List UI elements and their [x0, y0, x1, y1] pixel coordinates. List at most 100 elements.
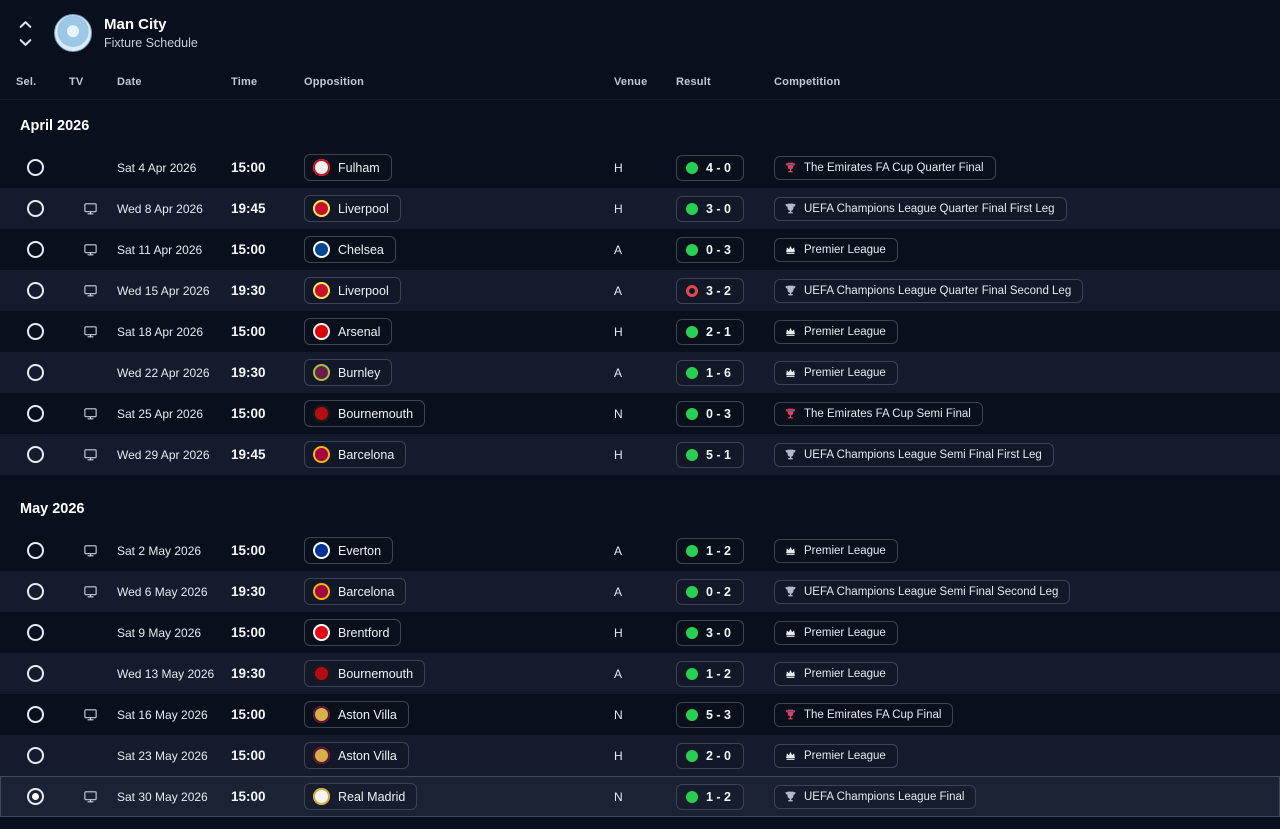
result-button[interactable]: 0 - 3 [676, 236, 745, 263]
fixture-row[interactable]: Sat 25 Apr 2026 15:00 Bournemouth N 0 - … [0, 393, 1280, 434]
opposition-button[interactable]: Liverpool [304, 195, 401, 222]
result-button[interactable]: 1 - 2 [676, 537, 745, 564]
fixture-row[interactable]: Sat 23 May 2026 15:00 Aston Villa H 2 - … [0, 735, 1280, 776]
opposition-button[interactable]: Chelsea [304, 236, 396, 263]
opposition-button[interactable]: Fulham [304, 154, 392, 181]
competition-button[interactable]: Premier League [774, 360, 898, 385]
fixture-row[interactable]: Wed 13 May 2026 19:30 Bournemouth A 1 - … [0, 653, 1280, 694]
result-score: 4 - 0 [706, 160, 732, 175]
opposition-button[interactable]: Arsenal [304, 318, 393, 345]
competition-name: Premier League [804, 626, 886, 639]
opposition-button[interactable]: Aston Villa [304, 742, 409, 769]
fixture-date: Wed 15 Apr 2026 [117, 283, 210, 298]
select-radio[interactable] [27, 665, 44, 682]
select-radio[interactable] [27, 241, 44, 258]
fixture-row[interactable]: Sat 4 Apr 2026 15:00 Fulham H 4 - 0 The … [0, 147, 1280, 188]
competition-button[interactable]: UEFA Champions League Semi Final Second … [774, 579, 1071, 604]
competition-button[interactable]: The Emirates FA Cup Final [774, 702, 954, 727]
competition-button[interactable]: Premier League [774, 743, 898, 768]
result-button[interactable]: 2 - 1 [676, 318, 745, 345]
result-button[interactable]: 1 - 2 [676, 783, 745, 810]
result-button[interactable]: 5 - 1 [676, 441, 745, 468]
result-dot [686, 202, 698, 215]
result-button[interactable]: 5 - 3 [676, 701, 745, 728]
result-dot [686, 325, 698, 338]
team-badge-icon [313, 405, 330, 422]
select-radio[interactable] [27, 200, 44, 217]
select-radio[interactable] [27, 159, 44, 176]
fixture-date: Sat 30 May 2026 [117, 789, 208, 804]
competition-name: The Emirates FA Cup Semi Final [804, 407, 971, 420]
team-badge-icon [313, 706, 330, 723]
fixture-row[interactable]: Wed 29 Apr 2026 19:45 Barcelona H 5 - 1 … [0, 434, 1280, 475]
select-radio[interactable] [27, 405, 44, 422]
select-radio[interactable] [27, 364, 44, 381]
fixture-time: 19:45 [231, 201, 266, 216]
competition-button[interactable]: Premier League [774, 237, 898, 262]
competition-button[interactable]: UEFA Champions League Quarter Final Seco… [774, 278, 1084, 303]
champions-league-icon [783, 202, 797, 216]
fixture-row[interactable]: Wed 22 Apr 2026 19:30 Burnley A 1 - 6 Pr… [0, 352, 1280, 393]
chevron-up-icon[interactable] [18, 19, 32, 29]
opposition-button[interactable]: Everton [304, 537, 394, 564]
competition-button[interactable]: UEFA Champions League Final [774, 784, 977, 809]
fixture-row[interactable]: Sat 16 May 2026 15:00 Aston Villa N 5 - … [0, 694, 1280, 735]
select-radio[interactable] [27, 706, 44, 723]
chevron-down-icon[interactable] [18, 37, 32, 47]
select-radio[interactable] [27, 323, 44, 340]
result-button[interactable]: 1 - 2 [676, 660, 745, 687]
select-radio[interactable] [27, 624, 44, 641]
competition-button[interactable]: Premier League [774, 538, 898, 563]
competition-name: The Emirates FA Cup Final [804, 708, 942, 721]
result-dot [686, 790, 698, 803]
competition-button[interactable]: Premier League [774, 319, 898, 344]
result-dot [686, 366, 698, 379]
opposition-button[interactable]: Burnley [304, 359, 393, 386]
result-button[interactable]: 4 - 0 [676, 154, 745, 181]
result-button[interactable]: 3 - 2 [676, 277, 745, 304]
competition-button[interactable]: UEFA Champions League Semi Final First L… [774, 442, 1054, 467]
result-button[interactable]: 1 - 6 [676, 359, 745, 386]
fixture-row[interactable]: Wed 8 Apr 2026 19:45 Liverpool H 3 - 0 U… [0, 188, 1280, 229]
result-score: 0 - 2 [706, 584, 732, 599]
result-button[interactable]: 3 - 0 [676, 619, 745, 646]
fa-cup-icon [783, 161, 797, 175]
result-button[interactable]: 2 - 0 [676, 742, 745, 769]
team-badge-icon [313, 542, 330, 559]
result-dot [686, 448, 698, 461]
select-radio[interactable] [27, 282, 44, 299]
competition-button[interactable]: Premier League [774, 620, 898, 645]
opposition-button[interactable]: Liverpool [304, 277, 401, 304]
fixture-row[interactable]: Sat 30 May 2026 15:00 Real Madrid N 1 - … [0, 776, 1280, 817]
fixture-row[interactable]: Sat 9 May 2026 15:00 Brentford H 3 - 0 P… [0, 612, 1280, 653]
competition-button[interactable]: Premier League [774, 661, 898, 686]
select-radio[interactable] [27, 788, 44, 805]
competition-button[interactable]: UEFA Champions League Quarter Final Firs… [774, 196, 1067, 221]
opposition-button[interactable]: Real Madrid [304, 783, 418, 810]
select-radio[interactable] [27, 446, 44, 463]
select-radio[interactable] [27, 747, 44, 764]
opposition-button[interactable]: Brentford [304, 619, 402, 646]
competition-name: UEFA Champions League Quarter Final Firs… [804, 202, 1055, 215]
opposition-button[interactable]: Aston Villa [304, 701, 409, 728]
premier-league-icon [783, 749, 797, 763]
fixture-time: 19:45 [231, 447, 266, 462]
fixture-date: Wed 8 Apr 2026 [117, 201, 203, 216]
opposition-button[interactable]: Bournemouth [304, 660, 426, 687]
result-button[interactable]: 0 - 3 [676, 400, 745, 427]
fixture-row[interactable]: Wed 6 May 2026 19:30 Barcelona A 0 - 2 U… [0, 571, 1280, 612]
competition-button[interactable]: The Emirates FA Cup Quarter Final [774, 155, 996, 180]
opposition-button[interactable]: Barcelona [304, 441, 407, 468]
competition-button[interactable]: The Emirates FA Cup Semi Final [774, 401, 983, 426]
opposition-button[interactable]: Bournemouth [304, 400, 426, 427]
fixture-row[interactable]: Wed 15 Apr 2026 19:30 Liverpool A 3 - 2 … [0, 270, 1280, 311]
opposition-button[interactable]: Barcelona [304, 578, 407, 605]
result-button[interactable]: 0 - 2 [676, 578, 745, 605]
section-title: May 2026 [20, 501, 85, 517]
select-radio[interactable] [27, 583, 44, 600]
fixture-row[interactable]: Sat 11 Apr 2026 15:00 Chelsea A 0 - 3 Pr… [0, 229, 1280, 270]
fixture-row[interactable]: Sat 2 May 2026 15:00 Everton A 1 - 2 Pre… [0, 530, 1280, 571]
fixture-row[interactable]: Sat 18 Apr 2026 15:00 Arsenal H 2 - 1 Pr… [0, 311, 1280, 352]
select-radio[interactable] [27, 542, 44, 559]
result-button[interactable]: 3 - 0 [676, 195, 745, 222]
